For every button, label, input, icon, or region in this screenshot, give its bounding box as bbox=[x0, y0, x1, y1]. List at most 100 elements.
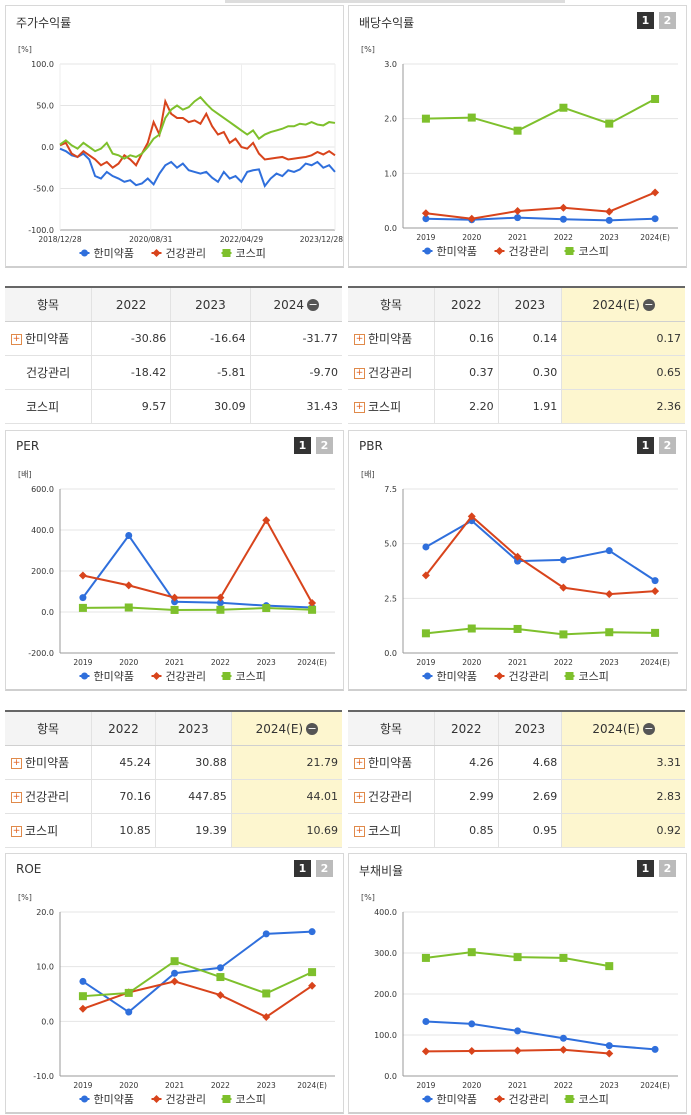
y-tick-label: 0.0 bbox=[384, 224, 397, 233]
legend-label-kospi[interactable]: 코스피 bbox=[236, 247, 266, 260]
collapse-icon[interactable]: − bbox=[307, 298, 320, 311]
legend-label-kospi[interactable]: 코스피 bbox=[236, 670, 266, 683]
row-label-text: 한미약품 bbox=[25, 332, 70, 346]
collapse-icon[interactable]: − bbox=[642, 722, 655, 735]
expand-icon[interactable]: + bbox=[11, 758, 22, 769]
header-label: 2024(E) bbox=[592, 721, 640, 736]
header-label: 항목 bbox=[379, 298, 403, 312]
chart-page-button-b1[interactable]: 1 bbox=[294, 860, 311, 877]
data-point bbox=[421, 953, 430, 962]
legend-marker bbox=[495, 1095, 504, 1103]
data-point bbox=[79, 977, 87, 985]
chart-page-button-b2[interactable]: 2 bbox=[659, 860, 676, 877]
collapse-icon[interactable]: − bbox=[306, 722, 319, 735]
chart-page-button-b2[interactable]: 2 bbox=[659, 12, 676, 29]
y-tick-label: 7.5 bbox=[384, 485, 397, 494]
header-label: 2022 bbox=[451, 297, 482, 312]
y-tick-label: 2.5 bbox=[384, 594, 397, 603]
expand-icon[interactable]: + bbox=[354, 402, 365, 413]
expand-icon[interactable]: + bbox=[354, 792, 365, 803]
expand-icon[interactable]: + bbox=[354, 368, 365, 379]
header-label: 2023 bbox=[178, 721, 209, 736]
row-label-text: 한미약품 bbox=[368, 756, 413, 770]
data-point bbox=[514, 1027, 522, 1035]
table-header: 2023 bbox=[170, 286, 251, 322]
data-point bbox=[216, 605, 225, 614]
legend-label-health[interactable]: 건강관리 bbox=[166, 670, 206, 683]
legend-label-health[interactable]: 건강관리 bbox=[166, 1093, 206, 1106]
table-header: 2022 bbox=[90, 286, 171, 322]
table-row: + 한미약품 -30.86 -16.64 -31.77 bbox=[5, 321, 342, 356]
chart-pbr: [배] 7.5 5.0 2.5 0.0 2019 2020 2021 2022 2023 2024(… bbox=[361, 470, 678, 683]
data-point bbox=[605, 962, 614, 971]
series-line-hanmi bbox=[425, 216, 656, 222]
header-label: 항목 bbox=[36, 298, 60, 312]
panel-title: PBR bbox=[359, 439, 383, 453]
series-line-hanmi bbox=[82, 533, 313, 609]
panel-per: PER 1 2 [배] 600.0 400.0 200.0 0.0 -200.0 2019 2020… bbox=[5, 430, 344, 691]
y-tick-label: 5.0 bbox=[384, 540, 397, 549]
x-tick-label: 2024(E) bbox=[297, 658, 327, 667]
legend-label-health[interactable]: 건강관리 bbox=[166, 247, 206, 260]
row-label: + 코스피 bbox=[5, 813, 92, 848]
expand-icon[interactable]: + bbox=[11, 826, 22, 837]
chart-page-button-b1[interactable]: 1 bbox=[637, 437, 654, 454]
legend-marker bbox=[495, 247, 504, 255]
legend-marker bbox=[565, 1095, 574, 1103]
y-tick-label: 50.0 bbox=[36, 102, 54, 111]
legend-label-hanmi[interactable]: 한미약품 bbox=[94, 669, 134, 683]
row-label: + 건강관리 bbox=[348, 355, 435, 390]
y-tick-label: 100.0 bbox=[374, 1031, 397, 1040]
legend-label-health[interactable]: 건강관리 bbox=[509, 1093, 549, 1106]
expand-icon[interactable]: + bbox=[354, 334, 365, 345]
data-point bbox=[262, 604, 271, 613]
x-tick-label: 2022 bbox=[554, 658, 573, 667]
legend-label-hanmi[interactable]: 한미약품 bbox=[94, 246, 134, 260]
chart-page-button-b1[interactable]: 1 bbox=[637, 860, 654, 877]
table-header: 2024− bbox=[249, 286, 342, 322]
x-tick-label: 2019 bbox=[73, 658, 92, 667]
panel-stock: 주가수익률 [%] 100.0 50.0 0.0 -50.0 -100.0 2018/12/2… bbox=[5, 5, 344, 268]
expand-icon[interactable]: + bbox=[11, 334, 22, 345]
table-cell: 10.85 bbox=[91, 813, 156, 848]
table-cell: -9.70 bbox=[249, 355, 342, 390]
x-tick-label: 2022 bbox=[554, 1081, 573, 1090]
chart-page-button-b2[interactable]: 2 bbox=[659, 437, 676, 454]
chart-page-button-b1[interactable]: 1 bbox=[294, 437, 311, 454]
legend-label-kospi[interactable]: 코스피 bbox=[579, 670, 609, 683]
data-point bbox=[170, 957, 179, 966]
legend-label-kospi[interactable]: 코스피 bbox=[236, 1093, 266, 1106]
legend-label-kospi[interactable]: 코스피 bbox=[579, 1093, 609, 1106]
data-point bbox=[513, 1046, 522, 1055]
legend-label-hanmi[interactable]: 한미약품 bbox=[437, 244, 477, 258]
chart-page-button-b1[interactable]: 1 bbox=[637, 12, 654, 29]
legend-marker bbox=[152, 1095, 161, 1103]
data-point bbox=[124, 603, 133, 612]
table-cell: 4.26 bbox=[434, 745, 499, 780]
chart-page-button-b2[interactable]: 2 bbox=[316, 437, 333, 454]
collapse-icon[interactable]: − bbox=[642, 298, 655, 311]
data-point bbox=[605, 547, 613, 555]
data-point bbox=[559, 1045, 568, 1054]
table-header: 항목 bbox=[5, 710, 92, 746]
data-point bbox=[651, 215, 659, 223]
table-per: 항목 2022 2023 2024(E) − + 한미약품 45.24 30.88 21.79 + 건… bbox=[5, 710, 342, 848]
expand-icon[interactable]: + bbox=[354, 826, 365, 837]
data-point bbox=[422, 215, 430, 223]
legend-label-hanmi[interactable]: 한미약품 bbox=[437, 1092, 477, 1106]
legend-label-hanmi[interactable]: 한미약품 bbox=[437, 669, 477, 683]
panel-title: 부채비율 bbox=[359, 864, 404, 878]
expand-icon[interactable]: + bbox=[11, 792, 22, 803]
data-point bbox=[651, 188, 660, 197]
chart-page-button-b2[interactable]: 2 bbox=[316, 860, 333, 877]
header-label: 2024 bbox=[273, 297, 305, 312]
data-point bbox=[559, 630, 568, 639]
data-point bbox=[468, 1020, 476, 1028]
table-header: 2022 bbox=[434, 286, 499, 322]
legend-label-hanmi[interactable]: 한미약품 bbox=[94, 1092, 134, 1106]
legend-label-kospi[interactable]: 코스피 bbox=[579, 245, 609, 258]
legend-label-health[interactable]: 건강관리 bbox=[509, 245, 549, 258]
expand-icon[interactable]: + bbox=[354, 758, 365, 769]
legend-label-health[interactable]: 건강관리 bbox=[509, 670, 549, 683]
